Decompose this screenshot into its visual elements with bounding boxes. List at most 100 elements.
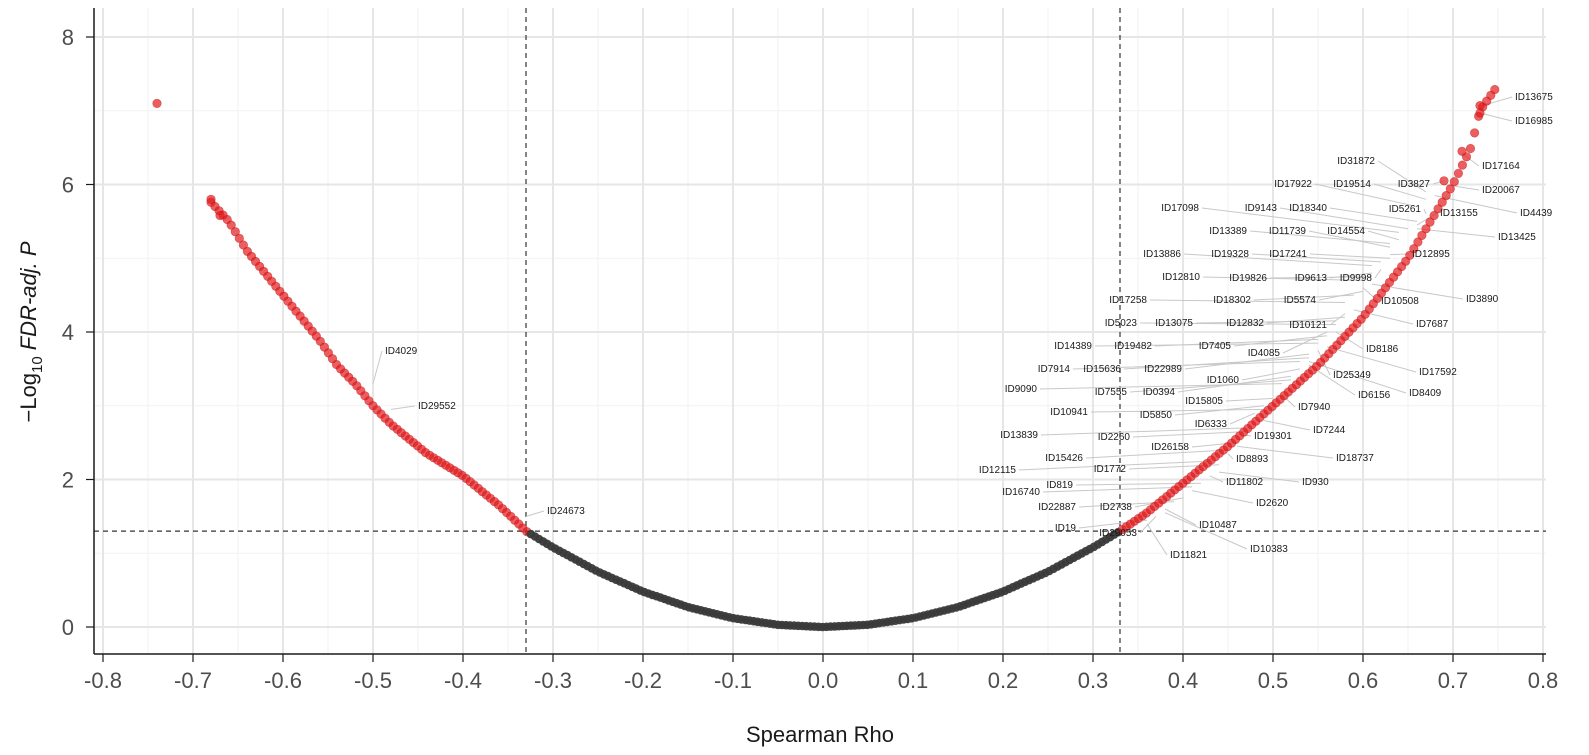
point-label: ID9613: [1295, 273, 1328, 284]
point-label: ID20067: [1482, 185, 1520, 196]
label-connectors: [372, 96, 1518, 556]
label-connector: [1329, 313, 1346, 326]
label-connector: [1367, 230, 1400, 241]
x-tick-label: 0.1: [898, 668, 929, 693]
label-connector: [1129, 379, 1292, 393]
point-label: ID17098: [1161, 203, 1199, 214]
point-label: ID11739: [1269, 226, 1307, 237]
label-connector: [1218, 471, 1300, 483]
label-connector: [1279, 207, 1409, 230]
point-label: ID16740: [1002, 487, 1040, 498]
label-connector: [1374, 269, 1382, 279]
label-connector: [1039, 383, 1283, 390]
point-label: ID15805: [1185, 396, 1223, 407]
label-connector: [1282, 331, 1328, 354]
label-connector: [1201, 207, 1400, 233]
label-connector: [1373, 183, 1427, 200]
point-label: ID10508: [1381, 296, 1419, 307]
y-tick-label: 8: [62, 25, 74, 50]
point-label: ID19: [1055, 523, 1077, 534]
point-label: ID0394: [1143, 387, 1176, 398]
point-label: ID12115: [979, 465, 1017, 476]
label-connector: [525, 510, 545, 517]
label-connector: [1123, 357, 1310, 370]
point-label: ID15426: [1045, 453, 1083, 464]
point-label: ID5574: [1284, 295, 1317, 306]
point-label: ID14554: [1327, 226, 1365, 237]
label-connector: [1266, 316, 1346, 324]
x-tick-label: 0.5: [1258, 668, 1289, 693]
label-connector: [1329, 207, 1418, 222]
point-label: ID930: [1302, 477, 1329, 488]
label-connector: [1314, 183, 1418, 208]
significant-point: [1421, 224, 1431, 234]
point-label: ID18340: [1289, 203, 1327, 214]
x-tick-label: 0.3: [1078, 668, 1109, 693]
point-label: ID19826: [1229, 273, 1267, 284]
x-tick-label: -0.5: [354, 668, 392, 693]
point-label: ID8409: [1409, 388, 1442, 399]
y-axis-title-italic: FDR-adj. P: [16, 241, 41, 350]
significant-point: [1441, 191, 1451, 201]
label-connector: [1309, 253, 1391, 259]
label-connector: [1177, 375, 1292, 393]
point-label: ID4439: [1520, 208, 1553, 219]
label-connector: [1233, 335, 1328, 347]
point-label: ID29552: [418, 401, 456, 412]
point-label: ID22887: [1038, 502, 1076, 513]
label-connector: [1094, 342, 1319, 347]
x-tick-label: -0.8: [84, 668, 122, 693]
point-label: ID13425: [1498, 232, 1536, 243]
y-ticks: 0 2 4 6 8: [62, 25, 94, 640]
point-label: ID8186: [1366, 344, 1399, 355]
point-label: ID2738: [1100, 502, 1133, 513]
x-tick-label: -0.7: [174, 668, 212, 693]
significant-point: [1445, 184, 1455, 194]
significant-point: [1457, 146, 1467, 156]
point-label: ID7555: [1095, 387, 1128, 398]
point-label: ID25349: [1333, 370, 1371, 381]
point-labels: ID4029 ID29552 ID24673 ID13675 ID16985 ID3187…: [385, 92, 1553, 561]
point-label: ID3890: [1466, 294, 1499, 305]
point-label: ID2620: [1256, 498, 1289, 509]
significant-point: [1417, 230, 1427, 240]
label-connector: [1377, 160, 1427, 193]
point-label: ID13075: [1155, 318, 1193, 329]
data-points: [152, 84, 1500, 632]
point-label: ID19514: [1333, 179, 1371, 190]
significant-point: [215, 210, 225, 221]
point-label: ID19301: [1254, 431, 1292, 442]
point-label: ID12895: [1412, 249, 1450, 260]
label-connector: [1164, 508, 1197, 526]
label-connector: [1479, 112, 1513, 122]
point-label: ID5850: [1140, 410, 1173, 421]
significant-point: [1453, 168, 1463, 178]
point-label: ID18302: [1213, 295, 1251, 306]
significant-point: [1409, 244, 1419, 254]
point-label: ID5261: [1389, 204, 1422, 215]
significant-point: [1429, 210, 1439, 221]
significant-point: [1465, 143, 1476, 154]
point-label: ID6156: [1358, 390, 1391, 401]
grid: [94, 8, 1546, 654]
point-label: ID13675: [1515, 92, 1553, 103]
x-tick-label: 0.7: [1438, 668, 1469, 693]
point-label: ID7914: [1038, 364, 1071, 375]
label-connector: [1269, 276, 1373, 279]
x-axis-title: Spearman Rho: [746, 722, 894, 747]
y-tick-label: 0: [62, 615, 74, 640]
point-label: ID22989: [1144, 364, 1182, 375]
point-label: ID19482: [1114, 341, 1152, 352]
label-connector: [1090, 408, 1265, 413]
label-connector: [1164, 512, 1248, 550]
point-label: ID7405: [1199, 341, 1232, 352]
label-connector: [1146, 523, 1168, 556]
label-connector: [1195, 320, 1337, 324]
x-tick-label: -0.6: [264, 668, 302, 693]
point-label: ID24673: [547, 506, 585, 517]
significant-point: [1437, 197, 1447, 207]
label-connector: [1042, 486, 1193, 493]
point-label: ID18737: [1336, 453, 1374, 464]
significant-point: [1469, 128, 1480, 138]
label-connector: [1241, 368, 1301, 381]
